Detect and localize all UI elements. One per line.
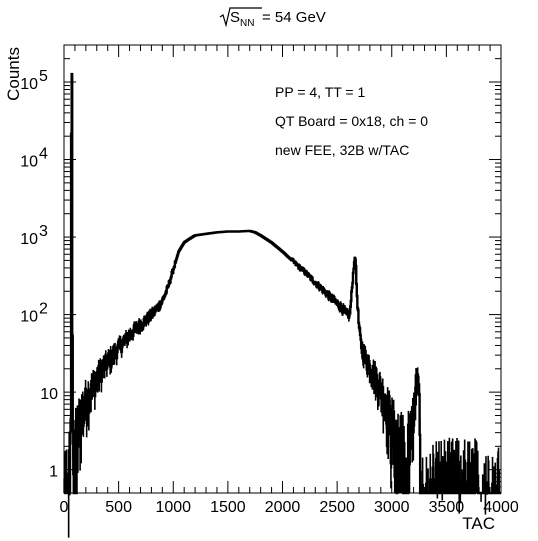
x-tick-label: 3500 xyxy=(429,499,465,516)
x-tick-label: 2000 xyxy=(265,499,301,516)
y-axis-title: Counts xyxy=(4,47,23,101)
annotation-line: new FEE, 32B w/TAC xyxy=(275,142,409,158)
x-axis-tick-labels: 0 500 1000 1500 2000 2500 3000 3500 4000 xyxy=(60,499,519,516)
chart-title: S NN = 54 GeV xyxy=(219,7,326,29)
y-tick-label-exponent: 2 xyxy=(39,301,48,318)
y-tick-label: 1 xyxy=(49,464,58,481)
y-tick-label: 10 xyxy=(20,309,38,326)
x-tick-label: 1500 xyxy=(210,499,246,516)
x-axis-title: TAC xyxy=(462,514,495,533)
y-tick-label: 10 xyxy=(20,231,38,248)
histogram-line xyxy=(63,72,501,495)
histogram-error-bars xyxy=(64,236,500,538)
y-tick-label-exponent: 3 xyxy=(39,223,48,240)
y-tick-label: 10 xyxy=(40,386,58,403)
title-symbol: S xyxy=(230,9,240,26)
y-tick-label: 10 xyxy=(20,154,38,171)
title-subscript: NN xyxy=(240,18,254,29)
annotation-block: PP = 4, TT = 1 QT Board = 0x18, ch = 0 new… xyxy=(275,84,428,158)
x-tick-label: 500 xyxy=(105,499,132,516)
sqrt-symbol xyxy=(219,7,262,28)
x-tick-label: 4000 xyxy=(483,499,519,516)
series-layer xyxy=(63,72,501,538)
title-suffix: = 54 GeV xyxy=(262,9,326,26)
annotation-line: PP = 4, TT = 1 xyxy=(275,84,365,100)
x-tick-label: 1000 xyxy=(155,499,191,516)
y-tick-label-exponent: 5 xyxy=(39,68,48,85)
y-tick-label-exponent: 4 xyxy=(39,146,48,163)
x-tick-label: 2500 xyxy=(319,499,355,516)
y-tick-label: 10 xyxy=(20,76,38,93)
annotation-line: QT Board = 0x18, ch = 0 xyxy=(275,113,428,129)
x-tick-label: 3000 xyxy=(374,499,410,516)
x-tick-label: 0 xyxy=(60,499,69,516)
